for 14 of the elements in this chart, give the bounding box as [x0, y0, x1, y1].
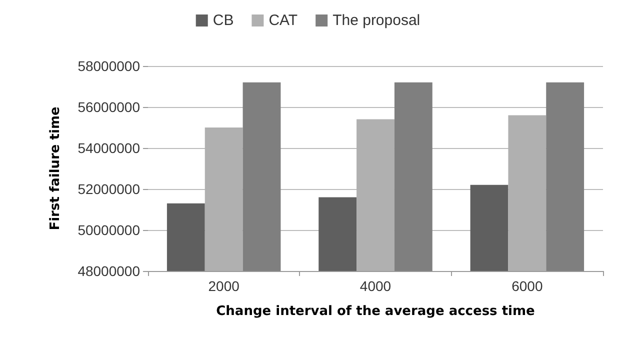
y-tick-label: 58000000	[78, 58, 140, 74]
legend-label: CB	[212, 12, 234, 29]
legend-label: The proposal	[332, 12, 420, 29]
x-axis-title: Change interval of the average access time	[216, 304, 536, 319]
y-tick-label: 54000000	[78, 140, 140, 156]
x-tick-label: 2000	[208, 278, 240, 294]
y-tick-label: 56000000	[78, 99, 140, 115]
x-tick-label: 4000	[360, 278, 392, 294]
legend-label: CAT	[268, 12, 298, 29]
x-tick-label: 6000	[512, 278, 543, 294]
y-tick-label: 52000000	[78, 181, 140, 197]
y-tick-label: 50000000	[78, 222, 140, 238]
y-axis-title: First failure time	[48, 106, 63, 230]
y-tick-label: 48000000	[78, 263, 140, 279]
